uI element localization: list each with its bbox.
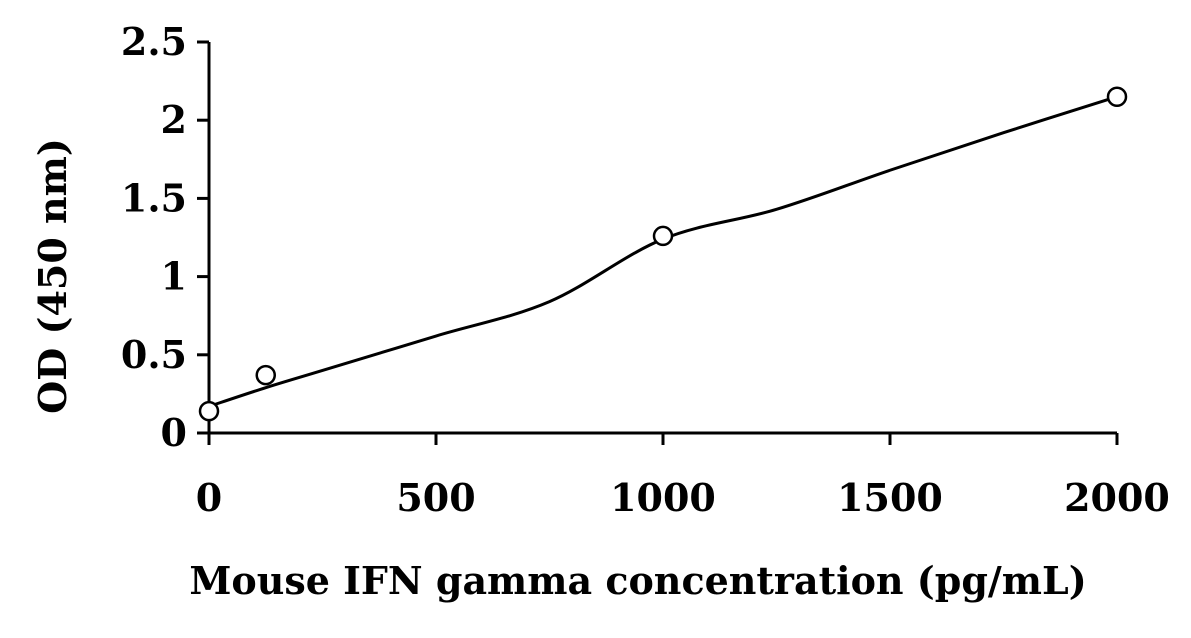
y-axis-title: OD (450 nm) [30, 138, 75, 414]
fit-curve-line [208, 95, 1118, 408]
y-tick-label: 0.5 [121, 332, 187, 377]
x-tick-label: 1500 [837, 475, 943, 520]
x-tick-label: 0 [196, 475, 222, 520]
data-point [198, 400, 220, 422]
y-tick-label: 2.5 [121, 19, 187, 64]
data-points [198, 86, 1128, 422]
data-point [1106, 86, 1128, 107]
x-tick-label: 1000 [610, 475, 716, 520]
x-axis-title: Mouse IFN gamma concentration (pg/mL) [189, 558, 1086, 603]
x-axis-ticks: 0 500 1000 1500 2000 [196, 433, 1170, 520]
y-tick-label: 0 [161, 410, 187, 455]
y-tick-label: 1 [161, 254, 187, 299]
y-axis-ticks: 0 0.5 1 1.5 2 2.5 [121, 19, 209, 455]
y-tick-label: 1.5 [121, 175, 187, 220]
x-tick-label: 2000 [1064, 475, 1170, 520]
data-point [255, 364, 276, 386]
x-tick-label: 500 [396, 475, 475, 520]
data-point [652, 225, 674, 247]
y-tick-label: 2 [161, 97, 187, 142]
